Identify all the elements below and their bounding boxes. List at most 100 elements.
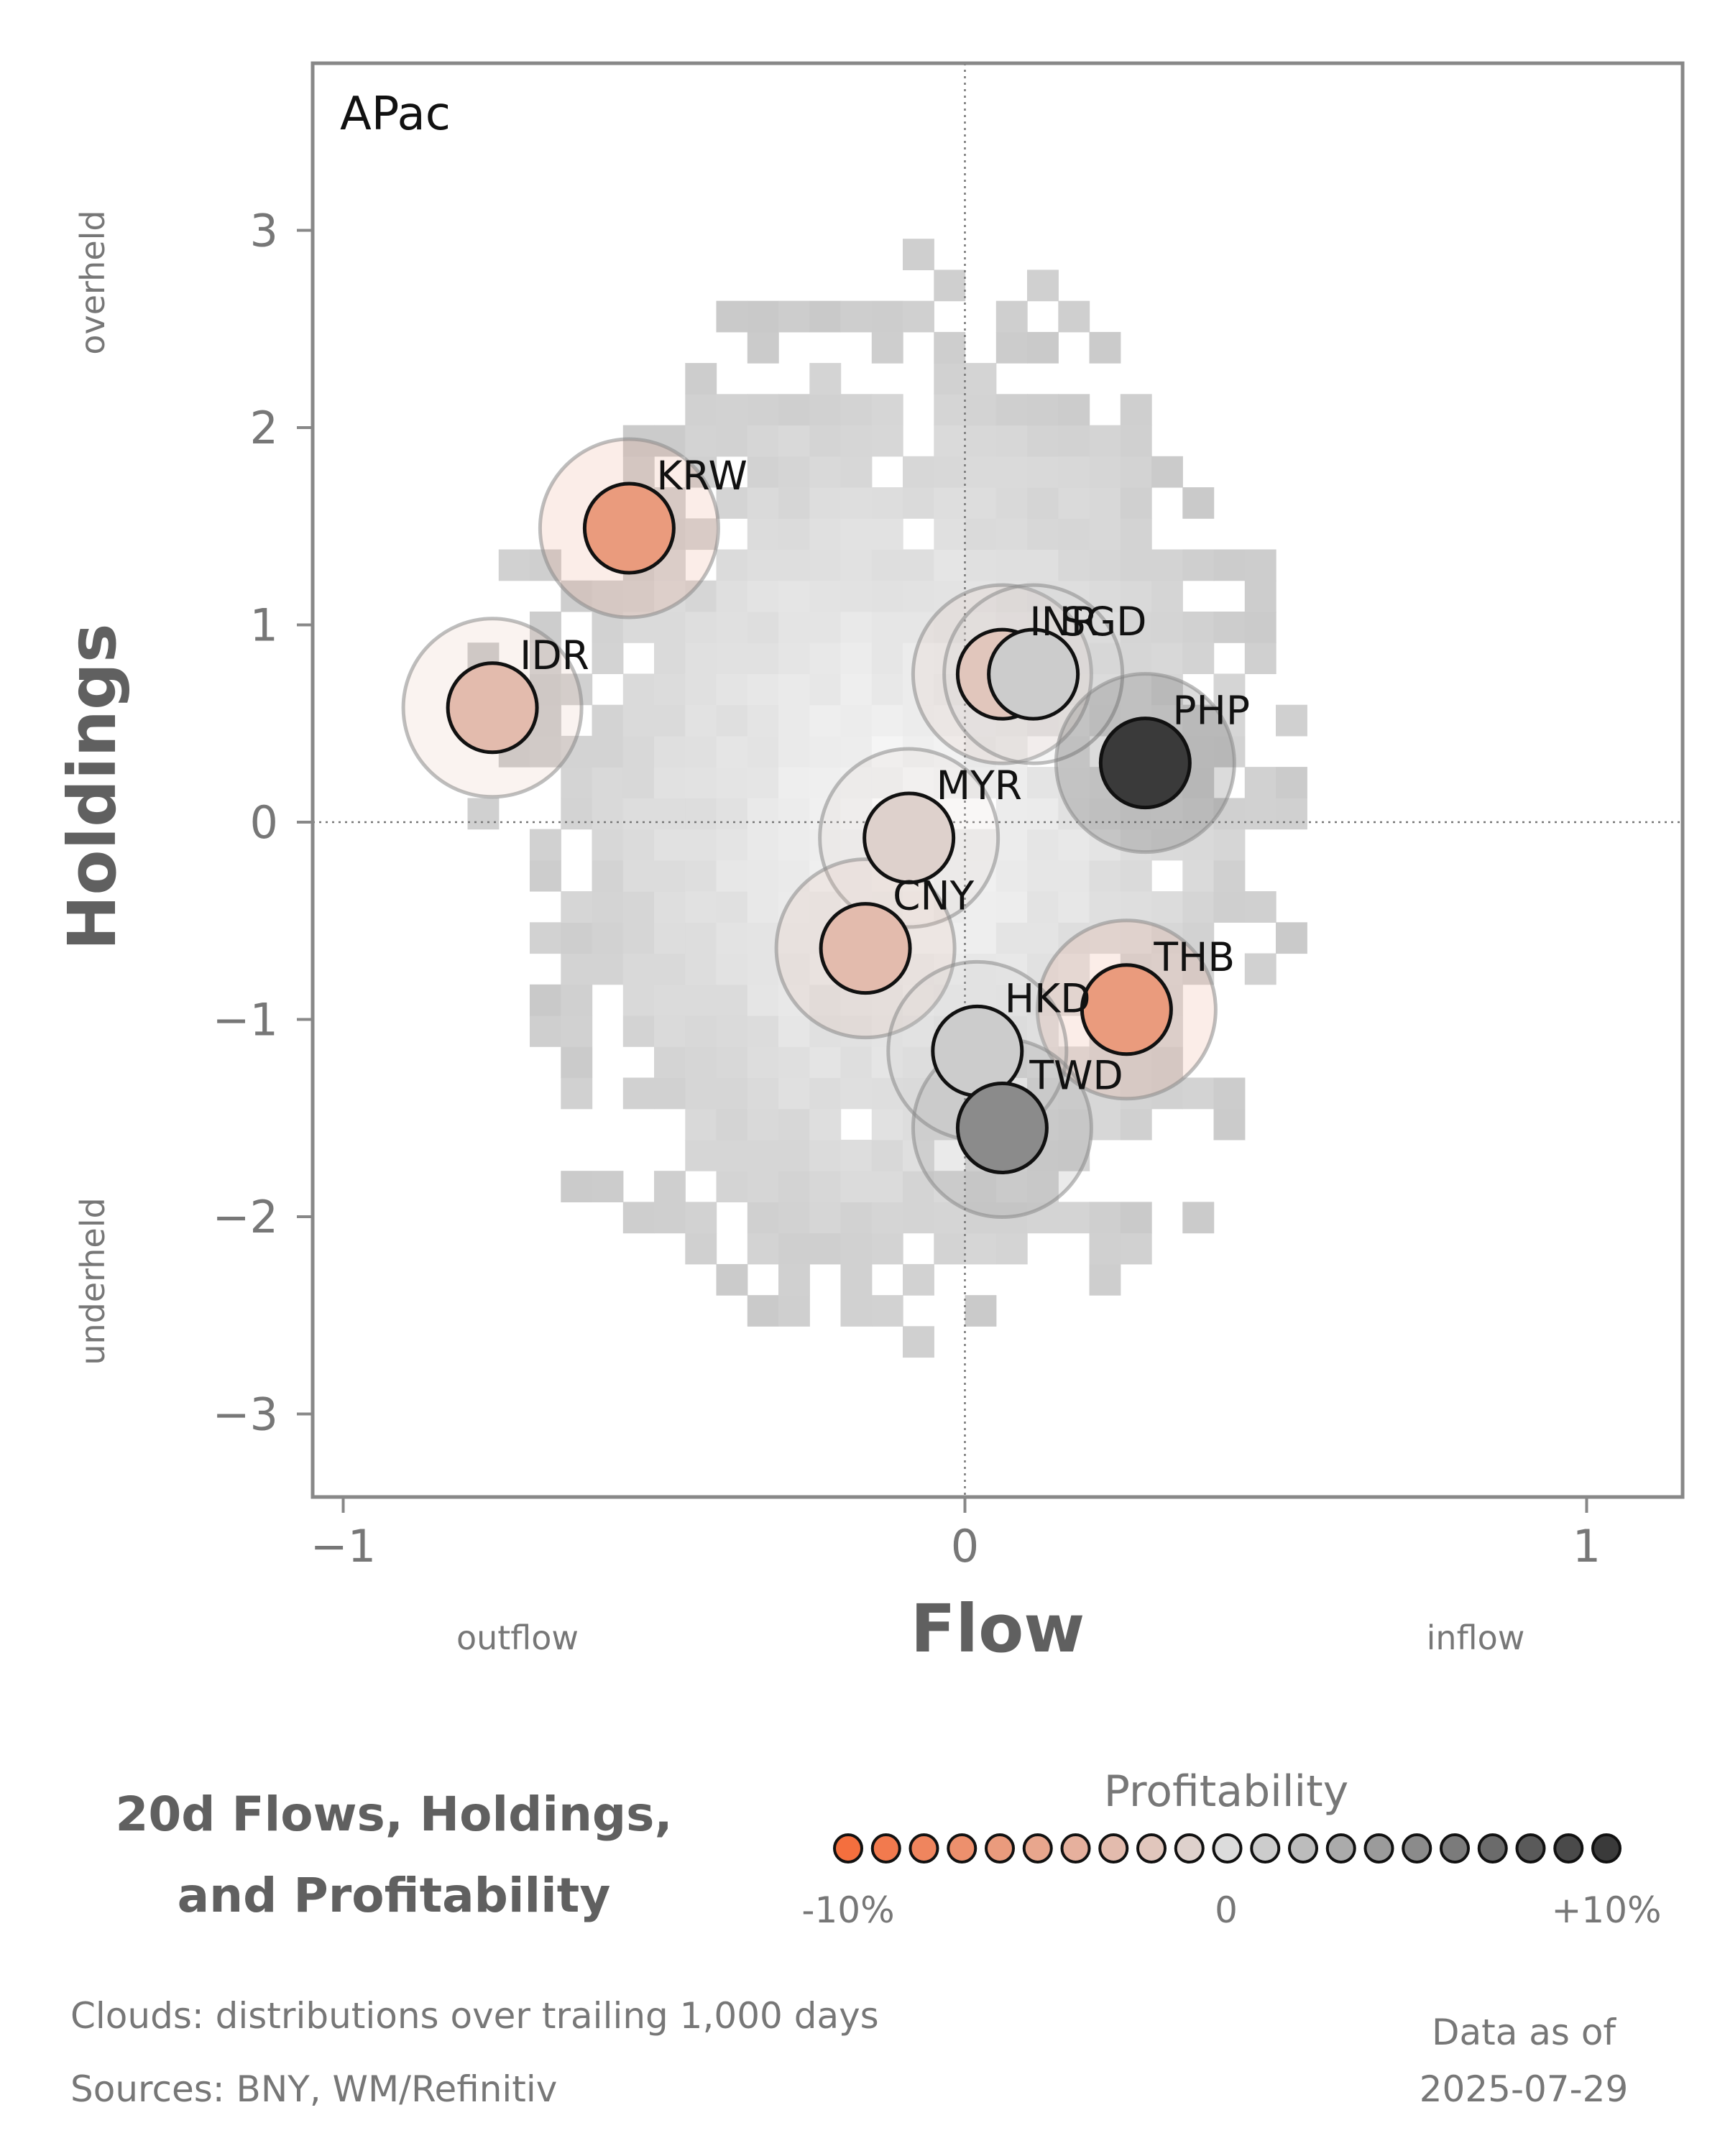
heatmap-cell bbox=[747, 456, 779, 488]
legend-swatch bbox=[947, 1833, 978, 1864]
heatmap-cell bbox=[622, 984, 655, 1016]
x-tick-label: −1 bbox=[310, 1520, 376, 1572]
heatmap-cell bbox=[809, 300, 842, 333]
heatmap-cell bbox=[592, 580, 624, 612]
heatmap-cell bbox=[1027, 456, 1059, 488]
heatmap-cell bbox=[561, 891, 593, 923]
heatmap-cell bbox=[1213, 891, 1246, 923]
heatmap-cell bbox=[1089, 425, 1121, 457]
heatmap-cell bbox=[1089, 798, 1121, 830]
x-tick-label: 1 bbox=[1573, 1520, 1601, 1572]
heatmap-cell bbox=[716, 394, 748, 426]
heatmap-cell bbox=[654, 1015, 686, 1047]
heatmap-cell bbox=[871, 1171, 903, 1202]
heatmap-cell bbox=[995, 300, 1028, 333]
legend-swatch bbox=[1250, 1833, 1281, 1864]
heatmap-cell bbox=[778, 1077, 810, 1110]
x-inflow-label: inflow bbox=[1427, 1618, 1525, 1657]
heatmap-cell bbox=[778, 1139, 810, 1171]
chart-title-line-1: 20d Flows, Holdings, bbox=[115, 1787, 672, 1842]
x-axis-title: Flow bbox=[911, 1590, 1085, 1667]
heatmap-cell bbox=[995, 425, 1028, 457]
heatmap-cell bbox=[840, 1171, 873, 1202]
heatmap-cell bbox=[934, 922, 966, 954]
heatmap-cell bbox=[1276, 798, 1307, 830]
heatmap-cell bbox=[778, 1108, 810, 1141]
heatmap-cell bbox=[778, 425, 810, 457]
heatmap-cell bbox=[685, 1139, 717, 1171]
heatmap-cell bbox=[654, 891, 686, 923]
heatmap-cell bbox=[747, 1202, 779, 1234]
heatmap-cell bbox=[840, 860, 873, 892]
heatmap-cell bbox=[716, 922, 748, 954]
heatmap-cell bbox=[809, 984, 842, 1016]
heatmap-cell bbox=[1151, 642, 1183, 674]
heatmap-cell bbox=[871, 1295, 903, 1327]
color-legend bbox=[833, 1833, 1622, 1864]
heatmap-cell bbox=[840, 394, 873, 426]
heatmap-cell bbox=[747, 642, 779, 674]
heatmap-cell bbox=[840, 425, 873, 457]
heatmap-cell bbox=[622, 922, 655, 954]
heatmap-cell bbox=[622, 767, 655, 798]
heatmap-cell bbox=[561, 984, 593, 1016]
heatmap-cell bbox=[871, 704, 903, 737]
heatmap-cell bbox=[809, 1139, 842, 1171]
heatmap-cell bbox=[716, 425, 748, 457]
marker-idr bbox=[446, 661, 539, 755]
heatmap-cell bbox=[1182, 891, 1215, 923]
heatmap-cell bbox=[747, 487, 779, 519]
heatmap-cell bbox=[747, 1139, 779, 1171]
heatmap-cell bbox=[1089, 487, 1121, 519]
heatmap-cell bbox=[965, 829, 997, 861]
heatmap-cell bbox=[561, 922, 593, 954]
heatmap-cell bbox=[778, 518, 810, 550]
heatmap-cell bbox=[1120, 829, 1152, 861]
legend-swatch bbox=[985, 1833, 1015, 1864]
footer-asof-label: Data as of bbox=[1432, 2012, 1616, 2053]
heatmap-cell bbox=[747, 953, 779, 985]
y-tick-label: 0 bbox=[250, 796, 278, 849]
heatmap-cell bbox=[778, 580, 810, 612]
heatmap-cell bbox=[716, 487, 748, 519]
color-legend-max-label: +10% bbox=[1551, 1889, 1661, 1931]
heatmap-cell bbox=[965, 891, 997, 923]
heatmap-cell bbox=[1089, 331, 1121, 364]
heatmap-cell bbox=[1151, 612, 1183, 643]
heatmap-cell bbox=[840, 1295, 873, 1327]
heatmap-cell bbox=[840, 612, 873, 643]
heatmap-cell bbox=[747, 549, 779, 581]
heatmap-cell bbox=[1089, 1233, 1121, 1265]
heatmap-cell bbox=[1182, 922, 1215, 954]
heatmap-cell bbox=[1182, 1077, 1215, 1110]
y-tick-label: 1 bbox=[250, 599, 278, 652]
legend-swatch bbox=[1212, 1833, 1243, 1864]
heatmap-cell bbox=[809, 1202, 842, 1234]
heatmap-cell bbox=[903, 1046, 934, 1078]
heatmap-cell bbox=[778, 1202, 810, 1234]
legend-swatch bbox=[833, 1833, 863, 1864]
heatmap-cell bbox=[965, 922, 997, 954]
heatmap-cell bbox=[747, 1295, 779, 1327]
heatmap-cell bbox=[1058, 891, 1090, 923]
heatmap-cell bbox=[747, 829, 779, 861]
heatmap-cell bbox=[840, 456, 873, 488]
heatmap-cell bbox=[1213, 612, 1246, 643]
heatmap-cell bbox=[622, 1015, 655, 1047]
heatmap-cell bbox=[1120, 580, 1152, 612]
label-idr: IDR bbox=[520, 632, 589, 678]
heatmap-cell bbox=[747, 612, 779, 643]
heatmap-cell bbox=[840, 1077, 873, 1110]
heatmap-cell bbox=[1182, 642, 1215, 674]
heatmap-cell bbox=[747, 922, 779, 954]
heatmap-cell bbox=[809, 549, 842, 581]
footer-asof-date: 2025-07-29 bbox=[1420, 2068, 1629, 2110]
heatmap-cell bbox=[592, 922, 624, 954]
heatmap-cell bbox=[747, 891, 779, 923]
heatmap-cell bbox=[467, 798, 500, 830]
legend-swatch bbox=[1136, 1833, 1167, 1864]
heatmap-cell bbox=[1120, 860, 1152, 892]
heatmap-cell bbox=[1244, 953, 1276, 985]
heatmap-cell bbox=[778, 704, 810, 737]
heatmap-cell bbox=[747, 1108, 779, 1141]
